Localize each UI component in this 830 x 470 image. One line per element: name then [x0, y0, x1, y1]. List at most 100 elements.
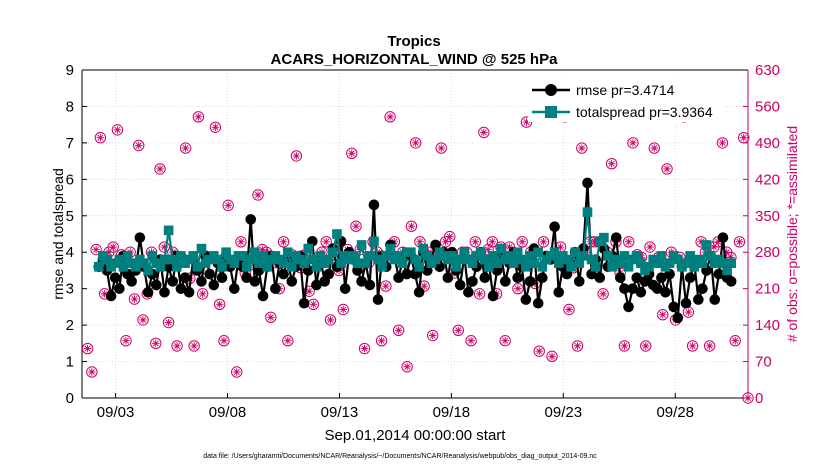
spread-point: [422, 251, 433, 261]
obs-possible-marker: [231, 366, 243, 378]
obs-possible-marker: [563, 303, 575, 316]
spread-point: [385, 243, 396, 254]
obs-assimilated-marker: [437, 144, 446, 152]
y-tick-label-left: 4: [66, 244, 74, 261]
spread-point: [155, 262, 166, 272]
spread-point: [418, 243, 429, 254]
rmse-point: [393, 272, 404, 284]
obs-assimilated-marker: [624, 238, 633, 246]
obs-assimilated-marker: [739, 133, 748, 142]
rmse-point: [623, 301, 634, 313]
spread-point: [619, 251, 630, 261]
rmse-point: [615, 272, 626, 284]
rmse-point: [126, 276, 137, 287]
spread-point: [562, 254, 572, 265]
spread-point: [722, 265, 732, 276]
obs-possible-marker: [644, 241, 656, 253]
rmse-point: [463, 287, 474, 298]
rmse-point: [183, 287, 195, 298]
obs-possible-marker: [209, 121, 222, 133]
spread-point: [615, 258, 626, 268]
rmse-point: [204, 268, 215, 280]
obs-possible-marker: [401, 361, 413, 373]
obs-assimilated-marker: [139, 316, 147, 324]
obs-possible-marker: [277, 236, 290, 248]
obs-possible-marker: [533, 345, 545, 357]
y-tick-label-right: 140: [755, 317, 780, 334]
spread-point: [323, 254, 334, 265]
spread-point: [447, 251, 457, 261]
obs-assimilated-marker: [309, 300, 318, 309]
obs-assimilated-marker: [347, 149, 356, 158]
legend-box: [528, 76, 724, 122]
spread-point: [336, 258, 346, 268]
spread-point: [673, 254, 683, 265]
rmse-point: [549, 221, 560, 233]
obs-assimilated-marker: [352, 222, 360, 230]
spread-point: [381, 251, 392, 261]
rmse-point: [684, 272, 696, 284]
spread-point: [566, 262, 576, 272]
obs-possible-marker: [196, 288, 209, 300]
plot-area: [82, 70, 748, 398]
obs-possible-marker: [337, 303, 349, 316]
obs-possible-marker: [218, 335, 230, 347]
spread-point: [352, 258, 363, 268]
obs-assimilated-marker: [663, 165, 671, 173]
spread-point: [488, 251, 498, 261]
obs-possible-marker: [346, 147, 358, 160]
obs-assimilated-marker: [620, 342, 629, 350]
obs-assimilated-marker: [215, 300, 224, 309]
obs-possible-marker: [486, 236, 499, 248]
obs-possible-marker: [94, 131, 107, 144]
obs-possible-marker: [729, 335, 741, 347]
y-tick-label-left: 7: [66, 135, 74, 152]
obs-assimilated-marker: [386, 113, 394, 121]
spread-point: [328, 247, 338, 258]
rmse-point: [627, 283, 638, 294]
obs-assimilated-marker: [403, 362, 411, 371]
obs-assimilated-marker: [514, 284, 522, 293]
spread-point: [303, 243, 314, 254]
obs-assimilated-marker: [548, 352, 556, 361]
spread-point: [492, 258, 502, 268]
rmse-point: [524, 276, 536, 287]
spread-point: [356, 240, 367, 250]
obs-possible-marker: [661, 163, 673, 175]
obs-assimilated-marker: [211, 123, 220, 132]
rmse-point: [479, 272, 491, 284]
legend-spread-label: totalspread pr=3.9364: [576, 104, 713, 120]
spread-point: [726, 258, 737, 268]
legend: rmse pr=3.4714 totalspread pr=3.9364: [528, 76, 724, 122]
obs-possible-marker: [154, 163, 166, 175]
spread-point: [496, 243, 507, 254]
spread-point: [307, 254, 318, 265]
spread-point: [644, 262, 654, 272]
y-tick-label-left: 2: [66, 317, 74, 334]
obs-assimilated-marker: [705, 342, 714, 350]
spread-point: [578, 251, 589, 261]
spread-point: [599, 232, 609, 243]
spread-point: [451, 262, 461, 272]
obs-assimilated-marker: [420, 282, 428, 290]
rmse-point: [339, 283, 351, 294]
spread-point: [701, 240, 712, 250]
spread-point: [315, 251, 326, 261]
spread-point: [455, 254, 465, 265]
spread-point: [533, 247, 543, 258]
obs-assimilated-marker: [710, 243, 718, 251]
spread-point: [192, 262, 203, 272]
spread-point: [278, 258, 289, 268]
spread-point: [118, 262, 129, 272]
obs-assimilated-marker: [122, 336, 130, 345]
obs-possible-marker: [627, 137, 639, 149]
spread-point: [652, 258, 663, 268]
spread-point: [521, 262, 531, 272]
spread-point: [459, 247, 470, 258]
obs-possible-marker: [576, 142, 588, 154]
obs-assimilated-marker: [279, 238, 288, 246]
obs-assimilated-marker: [688, 342, 697, 350]
y-tick-label-left: 1: [66, 354, 74, 371]
spread-point: [365, 251, 375, 261]
